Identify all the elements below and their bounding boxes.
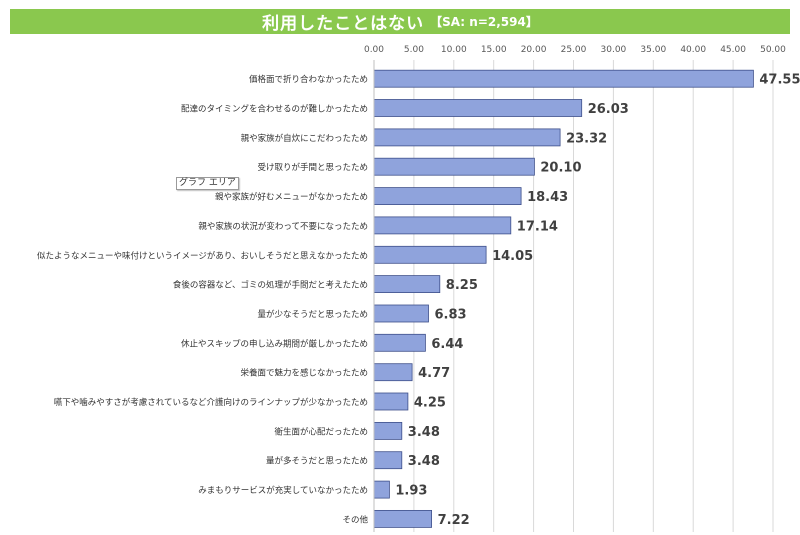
data-label: 14.05 — [492, 249, 533, 264]
data-label: 23.32 — [566, 131, 607, 146]
chart-title-bar: 利用したことはない 【SA: n=2,594】 — [10, 9, 790, 34]
bar — [373, 304, 429, 323]
data-label: 17.14 — [517, 219, 558, 234]
chart-area-tooltip: グラフ エリア — [176, 177, 239, 190]
x-tick-label: 45.00 — [720, 45, 746, 55]
bar — [373, 157, 535, 176]
x-tick-label: 50.00 — [760, 45, 786, 55]
data-label: 4.77 — [418, 366, 450, 381]
x-tick-label: 10.00 — [441, 45, 467, 55]
x-tick-label: 20.00 — [521, 45, 547, 55]
x-tick-label: 5.00 — [404, 45, 424, 55]
category-label: 嚥下や噛みやすさが考慮されているなど介護向けのラインナップが少なかったため — [54, 397, 368, 408]
data-label: 26.03 — [588, 102, 629, 117]
x-tick-label: 30.00 — [601, 45, 627, 55]
data-label: 6.44 — [431, 337, 463, 352]
x-tick-label: 15.00 — [481, 45, 507, 55]
chart-subtitle: 【SA: n=2,594】 — [430, 15, 538, 29]
data-label: 3.48 — [408, 454, 440, 469]
data-label: 1.93 — [395, 484, 427, 499]
data-label: 20.10 — [540, 161, 581, 176]
bar — [373, 99, 583, 117]
category-label: 似たようなメニューや味付けというイメージがあり、おいしそうだと思えなかったため — [37, 250, 368, 261]
bar — [373, 480, 390, 499]
chart-title: 利用したことはない — [262, 14, 425, 34]
category-label: 価格面で折り合わなかったため — [249, 74, 368, 85]
bar — [373, 275, 441, 294]
x-tick-label: 25.00 — [561, 45, 587, 55]
bar — [373, 69, 754, 88]
bar — [373, 451, 403, 470]
category-label: 親や家族が好むメニューがなかったため — [215, 192, 368, 203]
category-label: 食後の容器など、ゴミの処理が手間だと考えたため — [173, 280, 368, 291]
bar — [373, 333, 426, 352]
category-label: 親や家族が自炊にこだわったため — [241, 133, 368, 144]
data-label: 4.25 — [414, 396, 446, 411]
category-label: 量が多そうだと思ったため — [266, 456, 368, 467]
data-label: 8.25 — [446, 278, 478, 293]
x-tick-label: 40.00 — [680, 45, 706, 55]
category-label: 衛生面が心配だったため — [274, 426, 368, 437]
category-label: 受け取りが手間と思ったため — [257, 162, 368, 173]
data-label: 3.48 — [408, 425, 440, 440]
bar — [373, 245, 487, 264]
bar — [373, 216, 512, 235]
bar — [373, 509, 432, 528]
bar — [373, 187, 522, 206]
x-tick-label: 0.00 — [364, 45, 384, 55]
bar — [373, 392, 409, 411]
data-label: 18.43 — [527, 190, 568, 205]
bar — [373, 128, 561, 147]
data-label: 47.55 — [759, 73, 800, 88]
category-label: その他 — [342, 514, 368, 525]
category-label: 量が少なそうだと思ったため — [257, 309, 368, 320]
bar — [373, 363, 413, 382]
data-label: 6.83 — [435, 308, 467, 323]
category-label: みまもりサービスが充実していなかったため — [198, 485, 368, 496]
category-label: 休止やスキップの申し込み期間が厳しかったため — [181, 338, 368, 349]
x-tick-label: 35.00 — [640, 45, 666, 55]
data-label: 7.22 — [438, 513, 470, 528]
bar — [373, 421, 403, 440]
category-label: 栄養面で魅力を感じなかったため — [240, 368, 368, 379]
category-label: 親や家族の状況が変わって不要になったため — [198, 221, 368, 232]
category-label: 配達のタイミングを合わせるのが難しかったため — [181, 104, 368, 115]
